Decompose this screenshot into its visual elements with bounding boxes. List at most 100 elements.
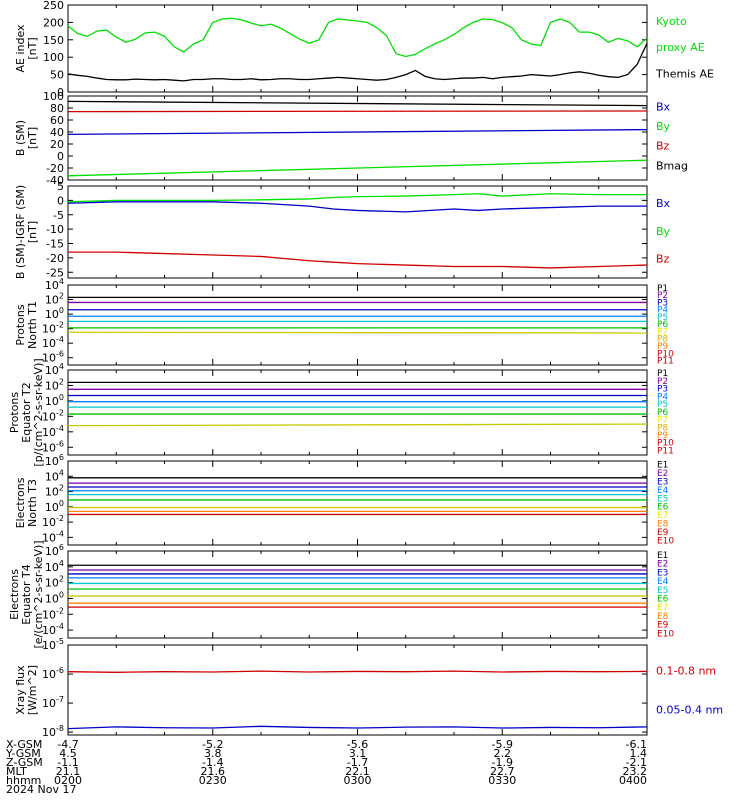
legend-entry: By xyxy=(656,120,671,133)
series-line-themis-ae xyxy=(67,43,648,82)
legend-entry: P8 xyxy=(657,335,668,345)
y-tick-label: -20 xyxy=(46,162,64,175)
y-tick-label: 104 xyxy=(45,362,64,377)
y-tick-label: -15 xyxy=(46,238,64,251)
ephemeris-value: 22.1 xyxy=(345,765,370,778)
legend-entry: E4 xyxy=(657,577,669,587)
legend-entry: P7 xyxy=(657,416,668,426)
legend-entry: P2 xyxy=(657,291,668,301)
y-tick-label: 10-4 xyxy=(42,529,64,544)
y-tick-label: 60 xyxy=(50,114,64,127)
y-tick-label: 10-6 xyxy=(42,350,64,365)
legend-entry: P2 xyxy=(657,377,668,387)
legend-entry: By xyxy=(656,225,671,238)
ephemeris-value: 0300 xyxy=(344,774,372,787)
ephemeris-value: 1.4 xyxy=(630,747,648,760)
legend-entry: P9 xyxy=(657,431,668,441)
series-line-by xyxy=(67,159,648,177)
legend-entry: E3 xyxy=(657,478,668,488)
y-tick-label: 10-5 xyxy=(42,637,64,652)
legend-entry: Bx xyxy=(656,101,671,114)
panel-frame xyxy=(67,644,648,736)
y-axis-label: B (SM)-IGRF (SM) xyxy=(14,185,27,279)
legend-entry: P10 xyxy=(657,439,674,449)
legend-entry: P5 xyxy=(657,400,668,410)
y-axis-label: [p/(cm^2-s-sr-keV)] xyxy=(32,358,45,466)
y-tick-label: 40 xyxy=(50,126,64,139)
series-line-by xyxy=(67,193,647,203)
legend-entry: E10 xyxy=(657,629,674,639)
y-tick-label: 104 xyxy=(45,468,64,483)
y-axis-label: North T1 xyxy=(26,301,39,349)
legend-entry: P1 xyxy=(657,284,668,294)
y-tick-label: -10 xyxy=(46,223,64,236)
y-tick-label: 250 xyxy=(43,0,64,12)
legend-entry: P6 xyxy=(657,408,668,418)
legend-entry: P4 xyxy=(657,392,668,402)
y-tick-label: 50 xyxy=(50,69,64,82)
y-tick-label: 0 xyxy=(57,86,64,99)
legend-entry: P4 xyxy=(657,306,668,316)
series-line-bz xyxy=(68,251,648,269)
series-line-bmag xyxy=(67,100,648,107)
ephemeris-value: -5.6 xyxy=(347,738,368,751)
legend-entry: E9 xyxy=(657,528,669,538)
ephemeris-value: 0400 xyxy=(619,774,647,787)
y-axis-label: Protons xyxy=(8,392,21,433)
y-tick-label: -40 xyxy=(46,174,64,187)
legend-entry: E4 xyxy=(657,486,669,496)
y-axis-label: [e/(cm^2-s-sr-keV)] xyxy=(32,540,45,648)
ephemeris-value: 3.1 xyxy=(349,747,367,760)
ephemeris-value: 0200 xyxy=(54,774,82,787)
y-tick-label: 0 xyxy=(57,194,64,207)
y-tick-label: 150 xyxy=(43,34,64,47)
y-axis-label: Electrons xyxy=(14,477,27,528)
panel-3: B (SM)-IGRF (SM) [nT] Bx By Bz xyxy=(14,185,671,279)
y-tick-label: 102 xyxy=(45,377,64,392)
y-axis-label: Protons xyxy=(14,304,27,345)
y-axis-label: Electrons xyxy=(8,569,21,620)
panel-frame xyxy=(67,550,648,639)
legend-entry: E1 xyxy=(657,551,668,561)
legend-entry: E10 xyxy=(657,536,674,546)
panel-8: Xray flux [W/m^2] 0.1-0.8 nm 0.05-0.4 nm xyxy=(14,644,723,736)
legend-entry: P5 xyxy=(657,313,668,323)
y-tick-label: 20 xyxy=(50,138,64,151)
legend-entry: P9 xyxy=(657,342,668,352)
panel-5: Protons Equator T2 [p/(cm^2-s-sr-keV)] P1P2… xyxy=(8,358,674,466)
panel-1: AE index [nT] Kyoto proxy AE Themis AE xyxy=(14,4,714,93)
legend-entry: P3 xyxy=(657,298,668,308)
legend-entry: E6 xyxy=(657,503,669,513)
ephemeris-value: -2.1 xyxy=(626,756,647,769)
series-line-kyoto-proxy-ae xyxy=(67,17,648,58)
ephemeris-value: -1.4 xyxy=(202,756,223,769)
y-tick-label: 200 xyxy=(43,16,64,29)
legend-entry: P11 xyxy=(657,446,674,456)
y-tick-label: 10-2 xyxy=(42,408,64,423)
y-tick-label: 10-2 xyxy=(42,606,64,621)
y-tick-label: 10-6 xyxy=(42,666,64,681)
y-tick-label: 10-8 xyxy=(42,724,64,739)
series-line-bx xyxy=(67,201,647,213)
y-tick-label: 106 xyxy=(45,453,64,468)
y-tick-label: 0 xyxy=(57,150,64,163)
legend-entry: E9 xyxy=(657,621,669,631)
ephemeris-row-label: MLT xyxy=(6,765,27,778)
y-tick-label: 100 xyxy=(43,90,64,103)
legend-entry: E8 xyxy=(657,612,669,622)
series-line-0-05-0-4-nm xyxy=(67,725,648,730)
y-axis-label: [W/m^2] xyxy=(26,665,39,715)
y-axis-label: Equator T2 xyxy=(20,382,33,442)
y-axis-label: Xray flux xyxy=(14,665,27,715)
y-tick-label: -5 xyxy=(53,209,64,222)
y-axis-label: Equator T4 xyxy=(20,564,33,624)
y-tick-label: -20 xyxy=(46,252,64,265)
ephemeris-value: -1.9 xyxy=(492,756,513,769)
legend-entry: P3 xyxy=(657,385,668,395)
ephemeris-value: 23.2 xyxy=(623,765,648,778)
legend-entry: Kyoto xyxy=(656,15,687,28)
series-line-bz xyxy=(67,110,648,113)
ephemeris-value: 3.8 xyxy=(204,747,222,760)
ephemeris-row-label: X-GSM xyxy=(6,738,42,751)
